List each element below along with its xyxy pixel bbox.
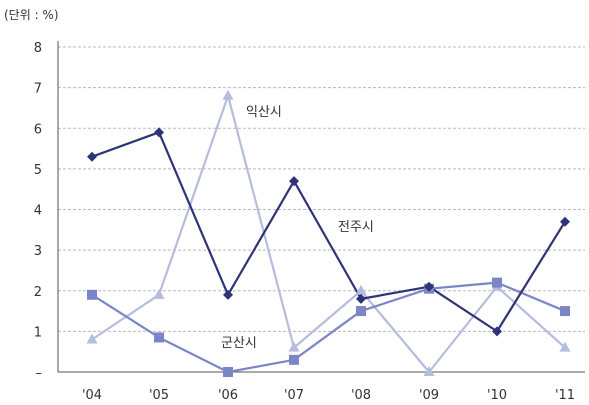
- series-label: 전주시: [338, 220, 374, 235]
- data-point-diamond: [87, 151, 97, 162]
- data-point-square: [154, 332, 164, 343]
- x-tick-label: '04: [82, 388, 102, 403]
- data-point-diamond: [492, 326, 502, 337]
- y-tick-label: 5: [34, 163, 42, 178]
- y-tick-label: 2: [34, 285, 42, 300]
- data-point-triangle: [153, 288, 165, 299]
- x-tick-label: '06: [218, 388, 238, 403]
- series-label: 군산시: [221, 336, 257, 351]
- data-point-square: [87, 289, 97, 300]
- x-tick-label: '07: [284, 388, 304, 403]
- data-point-diamond: [154, 127, 164, 138]
- x-tick-label: '05: [149, 388, 169, 403]
- data-point-square: [492, 277, 502, 288]
- y-tick-label: –: [36, 366, 43, 381]
- y-tick-label: 7: [34, 82, 42, 97]
- data-point-diamond: [424, 281, 434, 292]
- x-tick-labels: '04 '05 '06 '07 '08 '09 '10 '11: [82, 388, 575, 403]
- data-point-triangle: [559, 341, 571, 352]
- x-tick-label: '09: [419, 388, 439, 403]
- x-tick-label: '08: [351, 388, 371, 403]
- series-line: [91, 94, 566, 374]
- unit-label: (단위 : %): [4, 8, 59, 22]
- data-point-diamond: [223, 289, 233, 300]
- y-tick-label: 6: [34, 122, 42, 137]
- data-point-diamond: [289, 176, 299, 187]
- data-point-square: [560, 306, 570, 317]
- data-point-triangle: [86, 333, 98, 344]
- axes: [57, 41, 585, 373]
- y-tick-label: 3: [34, 244, 42, 259]
- x-tick-label: '10: [487, 388, 507, 403]
- data-point-square: [356, 306, 366, 317]
- y-tick-label: 4: [34, 204, 42, 219]
- y-tick-labels: – 1 2 3 4 5 6 7 8: [34, 41, 42, 381]
- series-label: 익산시: [246, 105, 282, 120]
- series-line: [91, 131, 566, 333]
- data-point-diamond: [356, 293, 366, 304]
- data-point-diamond: [560, 216, 570, 227]
- x-tick-label: '11: [555, 388, 575, 403]
- y-tick-label: 8: [34, 41, 42, 56]
- series-markers: [86, 89, 571, 377]
- series-lines: [91, 94, 566, 374]
- data-point-triangle: [355, 284, 367, 295]
- y-tick-label: 1: [34, 325, 42, 340]
- data-point-square: [289, 354, 299, 365]
- gridlines: [58, 46, 585, 332]
- data-point-triangle: [423, 366, 435, 376]
- data-point-triangle: [288, 341, 300, 352]
- data-point-square: [223, 367, 233, 377]
- series-line: [91, 281, 566, 374]
- data-point-triangle: [222, 89, 234, 100]
